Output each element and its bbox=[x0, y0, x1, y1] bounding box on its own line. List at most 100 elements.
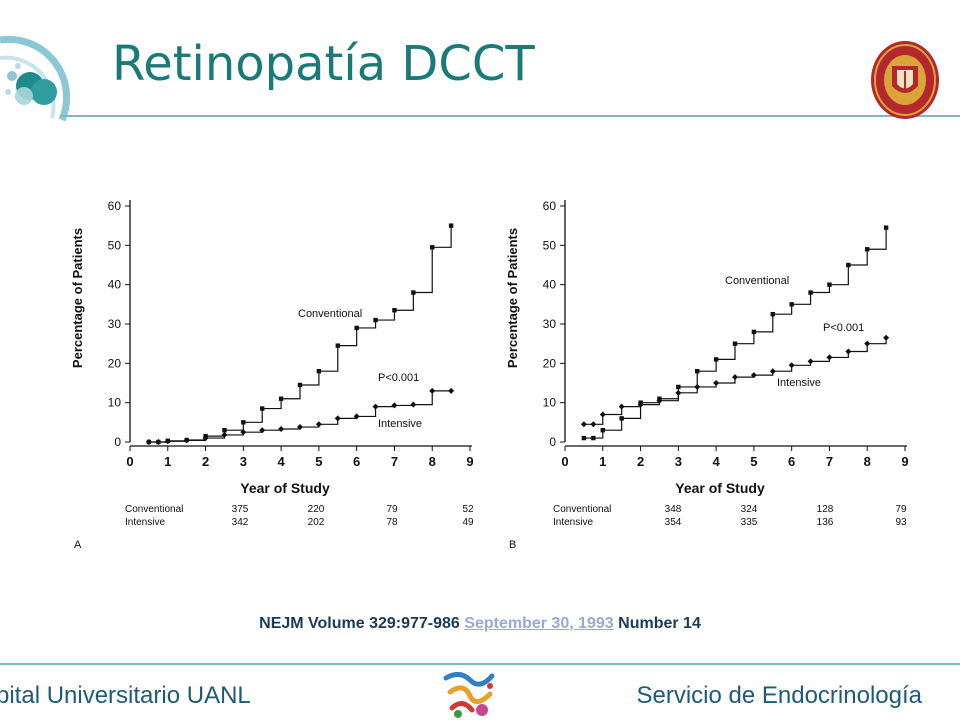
y-tick-label: 20 bbox=[108, 356, 122, 370]
x-tick-label: 5 bbox=[750, 454, 757, 469]
p-value-label: P<0.001 bbox=[823, 322, 864, 334]
data-point-intensive bbox=[164, 438, 171, 445]
x-tick-label: 4 bbox=[277, 454, 285, 469]
citation: NEJM Volume 329:977-986 September 30, 19… bbox=[0, 615, 960, 633]
citation-journal: NEJM Volume 329:977-986 bbox=[259, 615, 460, 632]
data-point-intensive bbox=[732, 374, 738, 381]
y-tick-label: 10 bbox=[108, 396, 122, 410]
data-point-intensive bbox=[637, 401, 644, 408]
risk-value: 342 bbox=[232, 517, 249, 528]
y-tick-label: 60 bbox=[108, 199, 122, 213]
risk-value: 324 bbox=[741, 504, 758, 515]
y-tick-label: 50 bbox=[543, 238, 557, 252]
data-point-intensive bbox=[599, 411, 606, 418]
data-point-intensive bbox=[372, 403, 379, 410]
risk-value: 52 bbox=[462, 504, 474, 515]
risk-value: 93 bbox=[895, 517, 907, 528]
data-point-intensive bbox=[297, 424, 303, 431]
data-point-intensive bbox=[240, 429, 247, 436]
data-point-conventional bbox=[448, 223, 454, 228]
data-point-intensive bbox=[864, 340, 871, 347]
x-axis-label: Year of Study bbox=[675, 480, 765, 496]
data-point-conventional bbox=[713, 357, 719, 362]
x-tick-label: 6 bbox=[353, 454, 360, 469]
data-point-conventional bbox=[808, 290, 813, 295]
y-tick-label: 10 bbox=[543, 396, 557, 410]
risk-row-label: Conventional bbox=[125, 504, 183, 515]
data-point-intensive bbox=[183, 437, 190, 444]
citation-issue: Number 14 bbox=[618, 615, 701, 632]
series-label-conventional: Conventional bbox=[298, 308, 362, 320]
y-tick-label: 30 bbox=[543, 317, 557, 331]
series-line-conventional bbox=[583, 227, 887, 439]
y-axis-label: Percentage of Patients bbox=[70, 228, 85, 368]
data-point-intensive bbox=[429, 387, 436, 394]
footer-hospital-name: spital Universitario UANL bbox=[0, 682, 251, 709]
x-tick-label: 8 bbox=[864, 454, 871, 469]
footer-divider bbox=[0, 663, 960, 665]
data-point-intensive bbox=[221, 431, 228, 438]
data-point-conventional bbox=[241, 420, 246, 425]
data-point-conventional bbox=[865, 247, 870, 252]
x-tick-label: 9 bbox=[466, 454, 473, 469]
y-tick-label: 30 bbox=[108, 317, 122, 331]
risk-value: 354 bbox=[665, 517, 682, 528]
data-point-intensive bbox=[769, 368, 776, 375]
data-point-intensive bbox=[826, 354, 833, 361]
x-tick-label: 8 bbox=[429, 454, 436, 469]
risk-value: 348 bbox=[665, 504, 682, 515]
teal-bubbles-icon bbox=[0, 35, 71, 122]
data-point-conventional bbox=[827, 282, 832, 287]
data-point-intensive bbox=[334, 415, 341, 422]
data-point-conventional bbox=[770, 311, 775, 317]
data-point-conventional bbox=[591, 435, 596, 441]
data-point-intensive bbox=[278, 426, 285, 433]
data-point-conventional bbox=[354, 325, 359, 331]
x-axis-label: Year of Study bbox=[240, 480, 330, 496]
data-point-conventional bbox=[676, 384, 681, 390]
panel-label: A bbox=[74, 539, 82, 551]
series-label-conventional: Conventional bbox=[725, 275, 789, 287]
chart-panel-b: Percentage of Patients 0 10 20 30 40 50 60 0 1 2 3… bbox=[505, 199, 909, 551]
y-tick-label: 60 bbox=[543, 199, 557, 213]
data-point-conventional bbox=[278, 396, 284, 401]
risk-row-label: Conventional bbox=[553, 504, 611, 515]
slide-title: Retinopatía DCCT bbox=[112, 36, 535, 92]
data-point-intensive bbox=[259, 427, 266, 434]
x-tick-label: 7 bbox=[391, 454, 398, 469]
data-point-conventional bbox=[373, 317, 378, 323]
data-point-intensive bbox=[580, 421, 587, 428]
university-seal-icon bbox=[871, 41, 939, 119]
x-tick-label: 3 bbox=[240, 454, 247, 469]
x-tick-label: 9 bbox=[901, 454, 908, 469]
data-point-conventional bbox=[430, 245, 435, 250]
citation-date-link[interactable]: September 30, 1993 bbox=[464, 615, 614, 632]
data-point-intensive bbox=[448, 387, 455, 394]
risk-row-label: Intensive bbox=[125, 517, 165, 528]
data-point-conventional bbox=[392, 308, 397, 313]
y-tick-label: 0 bbox=[114, 435, 121, 449]
risk-value: 335 bbox=[741, 517, 758, 528]
x-tick-label: 3 bbox=[675, 454, 682, 469]
data-point-intensive bbox=[788, 362, 795, 369]
data-point-conventional bbox=[297, 382, 303, 388]
data-point-intensive bbox=[315, 421, 322, 428]
data-point-intensive bbox=[590, 421, 597, 428]
y-tick-label: 0 bbox=[549, 435, 556, 449]
series-label-intensive: Intensive bbox=[777, 377, 821, 389]
data-point-intensive bbox=[883, 334, 890, 341]
x-tick-label: 7 bbox=[826, 454, 833, 469]
data-point-intensive bbox=[353, 413, 360, 420]
x-tick-label: 2 bbox=[202, 454, 209, 469]
data-point-intensive bbox=[845, 348, 852, 355]
data-point-conventional bbox=[619, 416, 624, 421]
x-tick-label: 4 bbox=[712, 454, 720, 469]
x-tick-label: 1 bbox=[164, 454, 171, 469]
data-point-intensive bbox=[410, 401, 417, 408]
data-point-conventional bbox=[600, 428, 605, 433]
y-tick-label: 40 bbox=[543, 278, 557, 292]
risk-value: 79 bbox=[386, 504, 398, 515]
data-point-intensive bbox=[391, 402, 398, 409]
data-point-intensive bbox=[202, 435, 209, 442]
data-point-conventional bbox=[751, 329, 757, 335]
